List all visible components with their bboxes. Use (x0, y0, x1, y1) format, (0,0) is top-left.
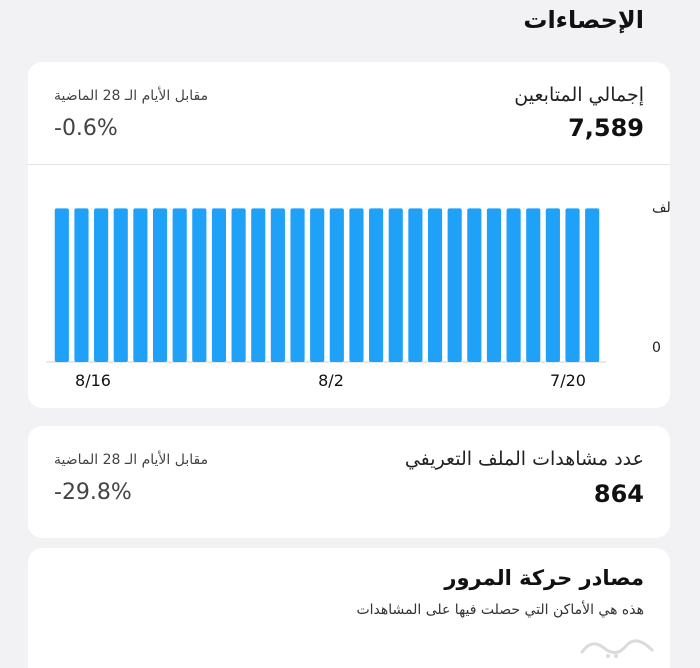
chart-y-tick-label: 0 (652, 340, 661, 356)
chart-bar (192, 208, 207, 362)
profile-views-label: عدد مشاهدات الملف التعريفي (404, 448, 644, 470)
chart-bar (506, 208, 521, 362)
chart-bar (152, 208, 168, 362)
traffic-sources-title: مصادر حركة المرور (444, 566, 644, 590)
divider (28, 164, 670, 165)
profile-views-compare-label: مقابل الأيام الـ 28 الماضية (54, 452, 209, 468)
profile-views-card[interactable]: عدد مشاهدات الملف التعريفي 864 مقابل الأ… (28, 426, 670, 538)
watermark-logo (580, 639, 654, 658)
chart-bar (585, 208, 600, 362)
chart-bar (231, 208, 246, 362)
chart-bar (526, 208, 541, 362)
chart-x-tick-label: 8/16 (75, 371, 111, 390)
chart-bar (427, 208, 443, 362)
chart-bar (388, 208, 403, 362)
chart-bar (270, 208, 285, 362)
chart-bar (486, 208, 502, 362)
chart-y-axis: 0 8 ألف (652, 198, 670, 356)
chart-bar (310, 208, 325, 362)
chart-bar (290, 208, 305, 362)
chart-bar (369, 208, 384, 362)
chart-bar (467, 208, 482, 362)
profile-views-value: 864 (593, 480, 644, 508)
chart-bar (211, 208, 227, 362)
followers-compare-value: -0.6% (54, 116, 118, 141)
chart-y-tick-label: 8 ألف (652, 198, 670, 216)
chart-bar (447, 208, 462, 362)
followers-label: إجمالي المتابعين (514, 84, 644, 106)
followers-card[interactable]: إجمالي المتابعين 7,589 مقابل الأيام الـ … (28, 62, 670, 408)
chart-bar (54, 208, 69, 362)
chart-bar (113, 208, 128, 362)
page-title: الإحصاءات (523, 6, 644, 34)
chart-bar (329, 208, 344, 362)
chart-bar (94, 208, 109, 362)
traffic-sources-card[interactable]: مصادر حركة المرور هذه هي الأماكن التي حص… (28, 548, 670, 668)
chart-bar (408, 208, 423, 362)
chart-x-tick-label: 8/2 (318, 371, 344, 390)
traffic-sources-subtitle: هذه هي الأماكن التي حصلت فيها على المشاه… (356, 602, 644, 618)
chart-bars (54, 208, 600, 362)
chart-bar (565, 208, 580, 362)
chart-bar (133, 208, 148, 362)
chart-bar (74, 208, 89, 362)
followers-value: 7,589 (568, 114, 644, 142)
profile-views-compare-value: -29.8% (54, 480, 132, 505)
chart-bar (251, 208, 266, 362)
chart-x-axis: 8/16 8/2 7/20 (75, 371, 586, 390)
followers-bar-chart[interactable]: 0 8 ألف 8/16 8/2 7/20 (28, 180, 670, 404)
followers-compare-label: مقابل الأيام الـ 28 الماضية (54, 88, 209, 104)
chart-x-tick-label: 7/20 (550, 371, 586, 390)
chart-bar (545, 208, 560, 362)
chart-bar (349, 208, 364, 362)
chart-bar (172, 208, 187, 362)
